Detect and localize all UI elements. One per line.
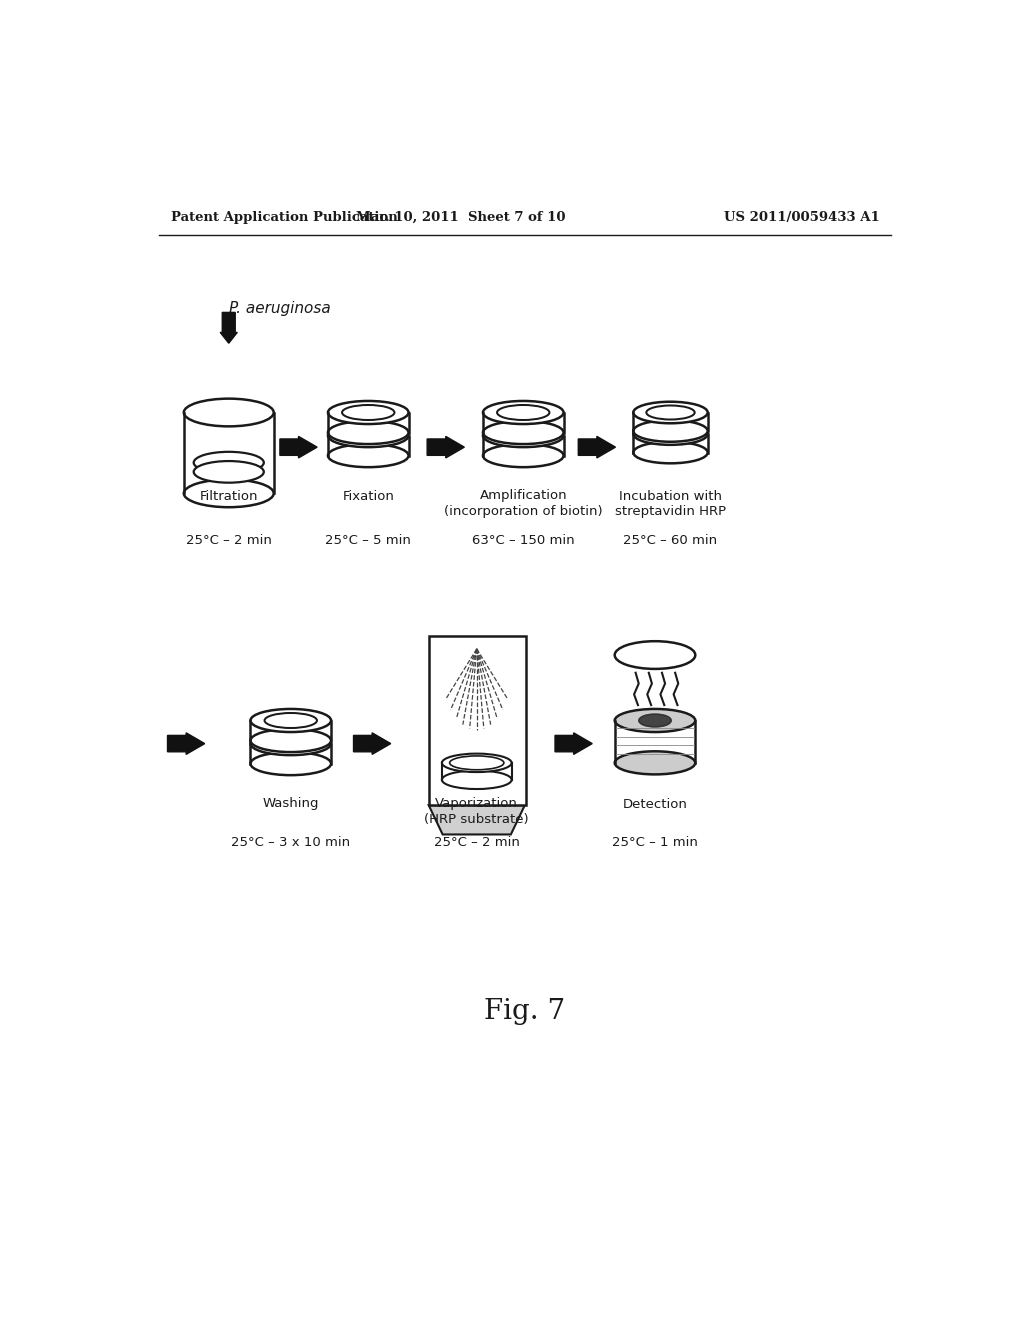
Text: 25°C – 3 x 10 min: 25°C – 3 x 10 min xyxy=(231,836,350,849)
Ellipse shape xyxy=(639,714,671,727)
Text: Filtration: Filtration xyxy=(200,490,258,503)
Text: Fig. 7: Fig. 7 xyxy=(484,998,565,1024)
Text: 25°C – 1 min: 25°C – 1 min xyxy=(612,836,698,849)
Ellipse shape xyxy=(328,444,409,467)
Text: 25°C – 2 min: 25°C – 2 min xyxy=(434,836,520,849)
Ellipse shape xyxy=(251,752,331,775)
Ellipse shape xyxy=(614,751,695,775)
Text: 25°C – 2 min: 25°C – 2 min xyxy=(185,535,271,548)
Polygon shape xyxy=(220,313,238,343)
FancyBboxPatch shape xyxy=(429,636,525,805)
Text: 63°C – 150 min: 63°C – 150 min xyxy=(472,535,574,548)
Text: Amplification
(incorporation of biotin): Amplification (incorporation of biotin) xyxy=(444,490,602,517)
Polygon shape xyxy=(168,733,205,755)
Ellipse shape xyxy=(483,444,563,467)
Polygon shape xyxy=(555,733,592,755)
Ellipse shape xyxy=(264,713,317,729)
Ellipse shape xyxy=(328,401,409,424)
Ellipse shape xyxy=(328,421,409,444)
Polygon shape xyxy=(427,437,464,458)
Ellipse shape xyxy=(483,401,563,424)
Ellipse shape xyxy=(194,451,264,474)
Ellipse shape xyxy=(633,420,708,442)
Ellipse shape xyxy=(251,733,331,755)
Text: Mar. 10, 2011  Sheet 7 of 10: Mar. 10, 2011 Sheet 7 of 10 xyxy=(356,211,566,224)
Ellipse shape xyxy=(251,709,331,733)
Ellipse shape xyxy=(646,405,694,420)
Ellipse shape xyxy=(497,405,550,420)
Ellipse shape xyxy=(328,424,409,447)
Ellipse shape xyxy=(442,754,512,772)
Text: Washing: Washing xyxy=(262,797,319,810)
Ellipse shape xyxy=(183,399,273,426)
Polygon shape xyxy=(280,437,317,458)
Ellipse shape xyxy=(442,771,512,789)
Polygon shape xyxy=(353,733,391,755)
Ellipse shape xyxy=(342,405,394,420)
Ellipse shape xyxy=(483,421,563,444)
Ellipse shape xyxy=(614,642,695,669)
Ellipse shape xyxy=(483,424,563,447)
Text: Fixation: Fixation xyxy=(342,490,394,503)
Text: Detection: Detection xyxy=(623,797,687,810)
Text: 25°C – 5 min: 25°C – 5 min xyxy=(326,535,412,548)
Polygon shape xyxy=(429,805,524,834)
Ellipse shape xyxy=(633,442,708,463)
Text: Vaporization
(HRP substrate): Vaporization (HRP substrate) xyxy=(424,797,529,825)
Ellipse shape xyxy=(633,401,708,424)
Ellipse shape xyxy=(183,479,273,507)
Text: US 2011/0059433 A1: US 2011/0059433 A1 xyxy=(724,211,880,224)
Ellipse shape xyxy=(194,461,264,483)
Text: 25°C – 60 min: 25°C – 60 min xyxy=(624,535,718,548)
Ellipse shape xyxy=(450,756,504,770)
Ellipse shape xyxy=(633,424,708,445)
Ellipse shape xyxy=(251,729,331,752)
Polygon shape xyxy=(579,437,615,458)
Text: P. aeruginosa: P. aeruginosa xyxy=(228,301,331,315)
Text: Patent Application Publication: Patent Application Publication xyxy=(171,211,397,224)
Ellipse shape xyxy=(614,709,695,733)
Text: Incubation with
streptavidin HRP: Incubation with streptavidin HRP xyxy=(615,490,726,517)
